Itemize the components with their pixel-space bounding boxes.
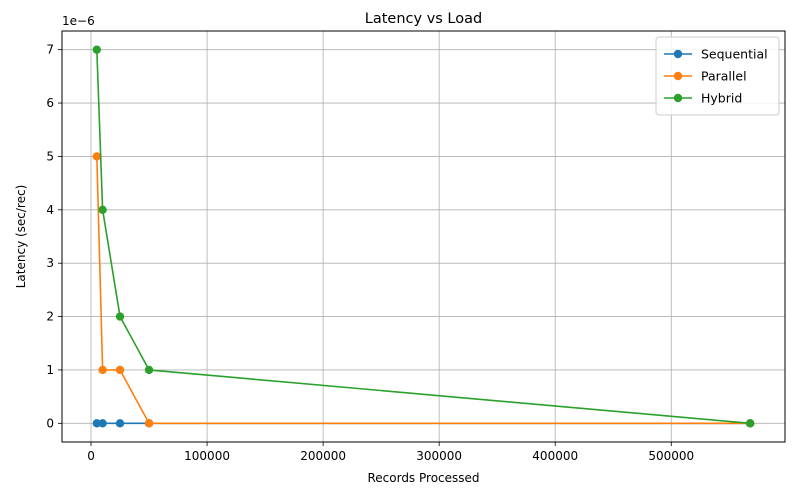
x-tick-label: 100000 xyxy=(184,449,230,463)
data-point xyxy=(144,419,154,428)
series-hybrid xyxy=(92,45,755,428)
y-tick-label: 1 xyxy=(46,363,54,377)
y-tick-label: 0 xyxy=(46,416,54,430)
data-point xyxy=(92,45,102,54)
x-tick-label: 400000 xyxy=(532,449,578,463)
data-point xyxy=(98,365,107,375)
legend-entry-parallel: Parallel xyxy=(664,69,747,84)
legend-label: Sequential xyxy=(701,47,768,62)
data-point xyxy=(98,419,107,428)
x-axis-label: Records Processed xyxy=(367,471,479,485)
y-tick-label: 5 xyxy=(46,149,54,163)
data-point xyxy=(115,419,125,428)
legend-marker xyxy=(673,49,683,59)
legend-marker xyxy=(673,93,683,103)
x-tick-label: 500000 xyxy=(648,449,694,463)
legend-marker xyxy=(673,71,683,81)
legend-label: Parallel xyxy=(701,69,747,84)
legend-box xyxy=(655,36,780,116)
x-tick-label: 300000 xyxy=(416,449,462,463)
series-parallel xyxy=(92,152,755,428)
data-point xyxy=(92,152,102,161)
legend-label: Hybrid xyxy=(701,91,742,106)
y-axis-label: Latency (sec/rec) xyxy=(14,185,28,289)
y-axis-multiplier: 1e−6 xyxy=(62,14,95,28)
y-tick-label: 6 xyxy=(46,96,54,110)
x-axis-ticks: 0 100000 200000 300000 400000 500000 xyxy=(87,442,694,463)
series-line xyxy=(96,156,751,425)
y-tick-label: 7 xyxy=(46,43,54,57)
legend: Sequential Parallel Hybrid xyxy=(655,36,780,116)
y-tick-label: 3 xyxy=(46,256,54,270)
y-tick-label: 2 xyxy=(46,310,54,324)
chart-title: Latency vs Load xyxy=(365,11,482,27)
y-tick-label: 4 xyxy=(46,203,54,217)
data-point xyxy=(92,419,102,428)
data-point xyxy=(98,205,107,215)
legend-entry-sequential: Sequential xyxy=(664,47,768,62)
data-point xyxy=(115,312,125,321)
data-point xyxy=(115,365,125,375)
x-tick-label: 200000 xyxy=(300,449,346,463)
series-line xyxy=(96,49,751,425)
plot-frame xyxy=(61,30,786,443)
series-layer xyxy=(92,45,755,428)
x-tick-label: 0 xyxy=(87,449,95,463)
data-point xyxy=(745,419,755,428)
y-axis-ticks: 0 1 2 3 4 5 6 7 xyxy=(46,43,62,430)
legend-entry-hybrid: Hybrid xyxy=(664,91,742,106)
data-point xyxy=(144,365,154,375)
